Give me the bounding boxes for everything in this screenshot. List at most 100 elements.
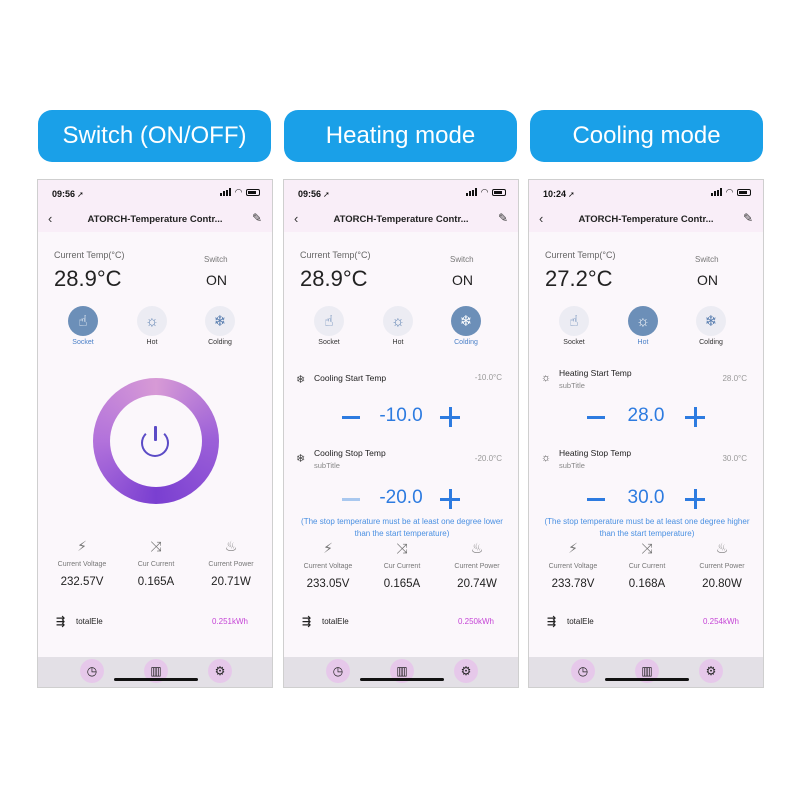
switch-state[interactable]: ON [206, 272, 227, 288]
mode-hot-button[interactable]: ☼ Hot [378, 306, 418, 346]
current-temp-value: 28.9°C [300, 266, 368, 291]
energy-icon: ⇶ [547, 616, 557, 628]
voltage-label: Current Voltage [57, 561, 107, 568]
voltage-label: Current Voltage [303, 563, 353, 570]
edit-icon[interactable]: ✎ [742, 211, 753, 225]
tab-bar: ◷ ▥ ⚙ [284, 657, 518, 687]
note-line-1: (The stop temperature must be at least o… [301, 517, 503, 526]
minus-button[interactable] [587, 416, 605, 419]
bolt-icon: ⚡ [77, 538, 87, 554]
start-temp-setpoint[interactable]: -10.0 [379, 405, 423, 426]
home-indicator [114, 678, 198, 681]
mode-colding-label: Colding [208, 339, 232, 346]
mode-colding-button[interactable]: ❄ Colding [691, 306, 731, 346]
snowflake-icon: ❄ [296, 374, 306, 386]
edit-icon[interactable]: ✎ [497, 211, 508, 225]
mode-hot-button[interactable]: ☼ Hot [623, 306, 663, 346]
gear-icon[interactable]: ⚙ [454, 659, 478, 683]
back-icon[interactable]: ‹ [539, 211, 544, 226]
bolt-icon: ⚡ [568, 540, 578, 556]
clock-icon[interactable]: ◷ [326, 659, 350, 683]
stop-temp-subtitle: subTitle [559, 461, 585, 470]
validation-note: (The stop temperature must be at least o… [286, 516, 518, 540]
page-title: ATORCH-Temperature Contr... [578, 214, 714, 225]
voltage-label: Current Voltage [548, 563, 598, 570]
mode-colding-button[interactable]: ❄ Colding [446, 306, 486, 346]
phone-cooling-screen: 09:56 ➚ ◠ ‹ ATORCH-Temperature Contr... ✎… [283, 179, 519, 688]
battery-icon [737, 188, 751, 196]
status-time: 10:24 ➚ [543, 189, 575, 199]
plus-button[interactable] [685, 489, 705, 509]
nav-bar: ‹ ATORCH-Temperature Contr... ✎ [529, 208, 763, 232]
metric-current: ⤨ Cur Current 0.168A [608, 540, 686, 590]
shuffle-icon: ⤨ [641, 540, 653, 556]
switch-label: Switch [695, 255, 719, 264]
gear-icon[interactable]: ⚙ [699, 659, 723, 683]
battery-icon [246, 188, 260, 196]
plus-button[interactable] [440, 407, 460, 427]
minus-button[interactable] [342, 498, 360, 501]
shuffle-icon: ⤨ [150, 538, 162, 554]
page-title: ATORCH-Temperature Contr... [87, 214, 223, 225]
minus-button[interactable] [342, 416, 360, 419]
sun-icon: ☼ [541, 452, 552, 464]
minus-button[interactable] [587, 498, 605, 501]
stop-temp-setpoint[interactable]: 30.0 [627, 487, 665, 508]
flame-icon: ♨ [224, 538, 238, 554]
validation-note: (The stop temperature must be at least o… [531, 516, 763, 540]
current-temp-label: Current Temp(°C) [54, 250, 125, 260]
current-temp-label: Current Temp(°C) [545, 250, 616, 260]
snowflake-icon: ❄ [696, 306, 726, 336]
hand-pointer-icon: ☝ [314, 306, 344, 336]
start-temp-subtitle: subTitle [559, 381, 585, 390]
clock-icon[interactable]: ◷ [80, 659, 104, 683]
snowflake-icon: ❄ [205, 306, 235, 336]
plus-button[interactable] [685, 407, 705, 427]
heading-cooling: Cooling mode [530, 110, 763, 162]
snowflake-icon: ❄ [296, 453, 306, 465]
metric-power: ♨ Current Power 20.80W [683, 540, 761, 590]
current-label: Cur Current [137, 561, 175, 568]
current-label: Cur Current [383, 563, 421, 570]
voltage-value: 233.78V [551, 578, 595, 590]
switch-state[interactable]: ON [697, 272, 718, 288]
energy-icon: ⇶ [302, 616, 312, 628]
clock-icon[interactable]: ◷ [571, 659, 595, 683]
plus-button[interactable] [440, 489, 460, 509]
battery-icon [492, 188, 506, 196]
total-label: totalEle [567, 617, 594, 626]
sun-icon: ☼ [383, 306, 413, 336]
mode-hot-button[interactable]: ☼ Hot [132, 306, 172, 346]
stop-temp-setpoint[interactable]: -20.0 [379, 487, 423, 508]
metric-current: ⤨ Cur Current 0.165A [363, 540, 441, 590]
flame-icon: ♨ [715, 540, 729, 556]
wifi-icon: ◠ [726, 187, 733, 197]
signal-icon [220, 188, 232, 196]
sun-icon: ☼ [628, 306, 658, 336]
mode-socket-button[interactable]: ☝ Socket [554, 306, 594, 346]
voltage-value: 232.57V [60, 576, 104, 588]
mode-socket-button[interactable]: ☝ Socket [63, 306, 103, 346]
phone-heating-screen: 10:24 ➚ ◠ ‹ ATORCH-Temperature Contr... ✎… [528, 179, 764, 688]
switch-label: Switch [450, 255, 474, 264]
mode-colding-button[interactable]: ❄ Colding [200, 306, 240, 346]
edit-icon[interactable]: ✎ [251, 211, 262, 225]
total-label: totalEle [76, 617, 103, 626]
start-temp-setpoint[interactable]: 28.0 [627, 405, 665, 426]
current-value: 0.165A [383, 578, 421, 590]
stop-temp-label: Heating Stop Temp [559, 448, 632, 458]
start-temp-label: Heating Start Temp [559, 368, 632, 378]
stop-temp-stepper: -20.0 [324, 484, 478, 514]
tab-bar: ◷ ▥ ⚙ [38, 657, 272, 687]
back-icon[interactable]: ‹ [48, 211, 53, 226]
location-arrow-icon: ➚ [568, 190, 575, 199]
gear-icon[interactable]: ⚙ [208, 659, 232, 683]
location-arrow-icon: ➚ [77, 190, 84, 199]
start-temp-value: 28.0°C [722, 374, 747, 383]
metric-voltage: ⚡ Current Voltage 233.78V [534, 540, 612, 590]
power-icon [141, 426, 171, 457]
power-ring-button[interactable] [93, 378, 219, 504]
switch-state[interactable]: ON [452, 272, 473, 288]
mode-socket-button[interactable]: ☝ Socket [309, 306, 349, 346]
back-icon[interactable]: ‹ [294, 211, 299, 226]
